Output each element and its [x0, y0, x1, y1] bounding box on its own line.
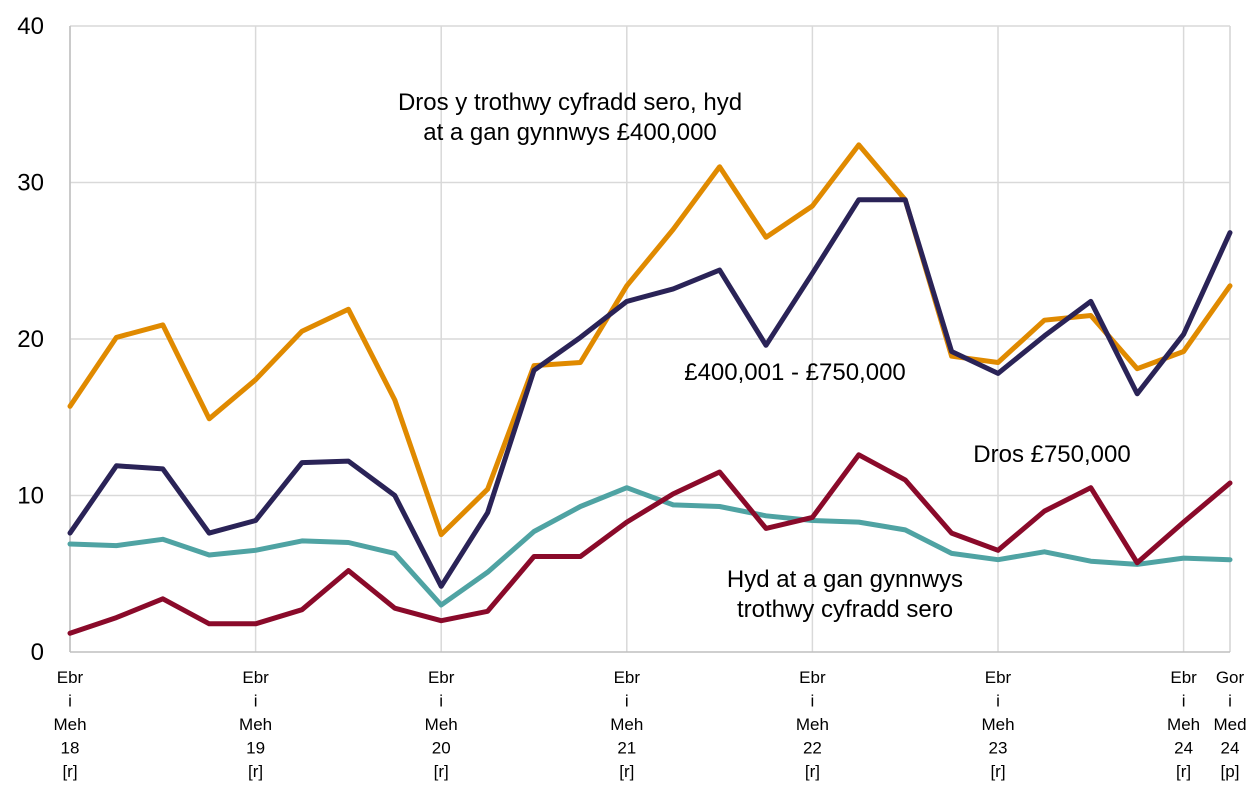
y-axis-ticks: 0 10 20 30 40 — [17, 13, 44, 666]
series-line-2 — [67, 485, 1233, 608]
x-tick-label: Ebr i Meh 21 [r] — [610, 668, 643, 781]
x-tick-label: Ebr i Meh 19 [r] — [239, 668, 272, 781]
series-line-1 — [67, 197, 1233, 589]
y-tick-label: 40 — [17, 13, 44, 40]
grid — [69, 25, 1231, 653]
x-tick-label: Gor i Med 24 [p] — [1213, 668, 1246, 781]
x-tick-label: Ebr i Meh 24 [r] — [1167, 668, 1200, 781]
y-tick-label: 0 — [31, 639, 44, 666]
x-axis-ticks: Ebr i Meh 18 [r] Ebr i Meh 19 [r] Ebr i Meh 20 [r] Ebr i… — [53, 668, 1246, 781]
series-annotation: £400,001 - £750,000 — [684, 359, 906, 386]
y-tick-label: 20 — [17, 326, 44, 353]
x-tick-label: Ebr i Meh 20 [r] — [425, 668, 458, 781]
series-annotation: Dros y trothwy cyfradd sero, hyd at a gan… — [398, 89, 742, 146]
series-annotation: Dros £750,000 — [973, 441, 1130, 468]
y-tick-label: 30 — [17, 170, 44, 197]
x-tick-label: Ebr i Meh 18 [r] — [53, 668, 86, 781]
series-line-0 — [67, 142, 1233, 538]
x-tick-label: Ebr i Meh 23 [r] — [981, 668, 1014, 781]
series-line-3 — [67, 452, 1233, 636]
series-lines — [67, 142, 1233, 636]
x-tick-label: Ebr i Meh 22 [r] — [796, 668, 829, 781]
annotations: Dros y trothwy cyfradd sero, hyd at a gan… — [398, 89, 1131, 623]
series-annotation: Hyd at a gan gynnwys trothwy cyfradd sero — [727, 566, 963, 623]
y-tick-label: 10 — [17, 483, 44, 510]
